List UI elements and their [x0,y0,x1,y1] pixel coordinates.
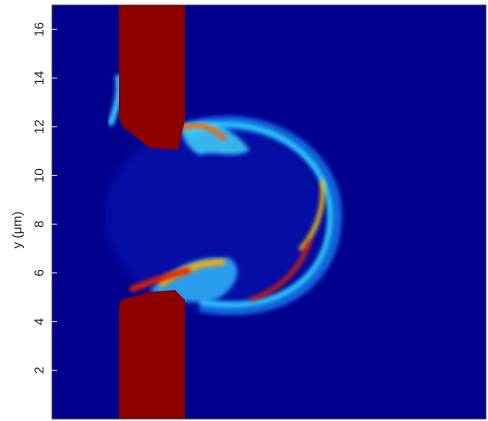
y-axis-label: y (μm) [9,211,24,248]
y-tick-label: 10 [31,168,46,182]
y-tick-label: 4 [31,318,46,325]
lower-bar [119,290,185,419]
y-tick-label: 14 [31,71,46,85]
field-image [52,5,486,419]
chart: y (μm) 2 4 6 8 10 12 14 16 [0,0,488,421]
y-tick-label: 8 [31,221,46,228]
y-tick-label: 6 [31,269,46,276]
upper-bar [119,5,185,150]
y-tick-label: 2 [31,367,46,374]
y-tick-label: 12 [31,120,46,134]
y-tick-label: 16 [31,22,46,36]
